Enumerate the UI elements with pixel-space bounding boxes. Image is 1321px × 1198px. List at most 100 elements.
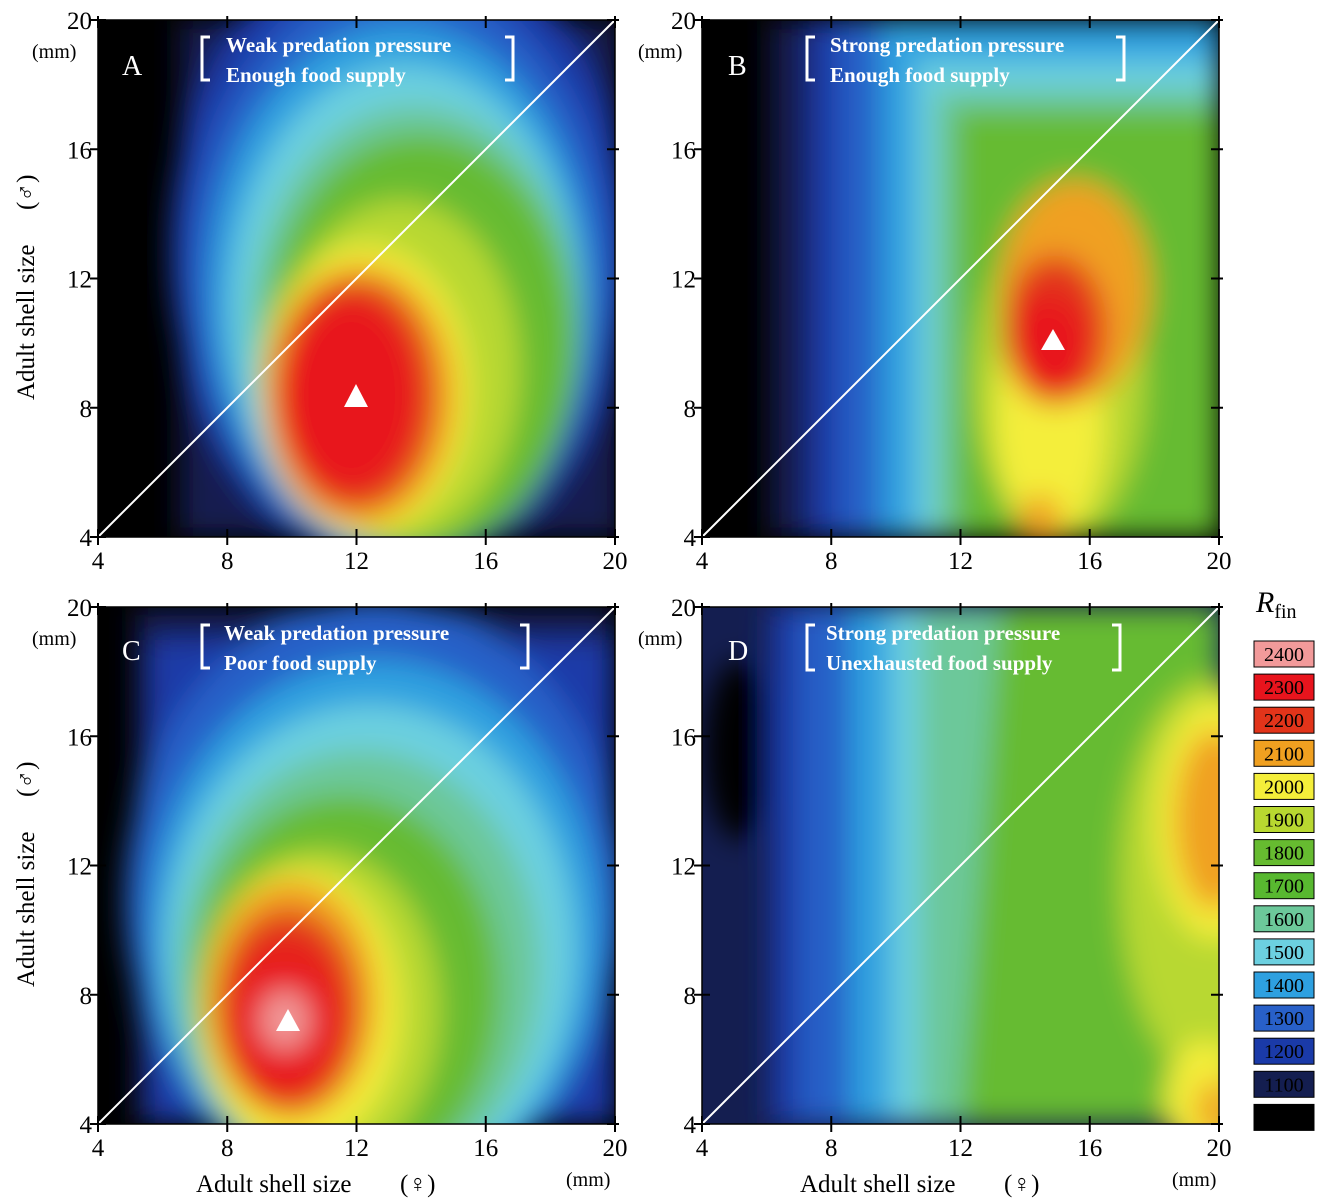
panel-a-annotation-line2: Enough food supply: [226, 63, 406, 87]
panel-b-bracket-left: [805, 35, 815, 82]
colorbar-swatch: [1253, 872, 1315, 900]
panel-d: D Strong predation pressure Unexhausted …: [701, 606, 1220, 1125]
panel-d-annotation-line2: Unexhausted food supply: [826, 651, 1053, 675]
panel-d-xtick-label: 12: [948, 1135, 973, 1162]
colorbar-swatch-label: 1000: [1264, 1107, 1304, 1129]
panel-c-bracket-left: [200, 623, 210, 670]
panel-c-xtick-label: 12: [344, 1135, 369, 1162]
panel-a-letter: A: [122, 51, 143, 82]
panel-a-ytick-label: 4: [80, 525, 93, 552]
colorbar-swatch: [1253, 739, 1315, 767]
panel-a-xtick-label: 12: [344, 548, 369, 575]
x-axis-title-left-symbol: (♀): [400, 1171, 435, 1198]
panel-b-xtick-label: 4: [696, 548, 709, 575]
colorbar-swatch-label: 2200: [1264, 710, 1304, 732]
colorbar-swatch: [1253, 640, 1315, 668]
panel-d-ytick-label: 8: [684, 983, 697, 1010]
panel-c-y-unit: (mm): [32, 628, 76, 650]
panel-c-ytick-label: 16: [67, 724, 92, 751]
x-axis-title-right-label: Adult shell size: [800, 1171, 956, 1198]
colorbar-swatch-label: 1900: [1264, 810, 1304, 832]
panel-d-bracket-left: [805, 623, 815, 672]
colorbar-swatch-label: 1300: [1264, 1008, 1304, 1030]
x-axis-title-right-symbol: (♀): [1004, 1171, 1039, 1198]
colorbar-swatch-label: 1100: [1264, 1074, 1303, 1096]
y-axis-title-bottom: Adult shell size (♂): [13, 762, 40, 987]
panel-c-ytick-label: 8: [80, 983, 93, 1010]
panel-a-optimum-marker: [344, 384, 368, 407]
panel-b-annotation-line2: Enough food supply: [830, 63, 1010, 87]
colorbar-swatch-label: 2400: [1264, 644, 1304, 666]
panel-a-bracket-left: [200, 35, 210, 82]
panel-b-xtick-label: 20: [1207, 548, 1232, 575]
colorbar-swatches: 2400 2300 2200 2100 2000 1900 1800 1700 1600 1500…: [1253, 640, 1315, 1131]
panel-a-ytick-label: 12: [67, 267, 92, 294]
colorbar-swatch-label: 1600: [1264, 909, 1304, 931]
panel-a-bracket-right: [505, 35, 515, 82]
colorbar-swatch: [1253, 706, 1315, 734]
panel-c-heatmap: [98, 607, 615, 1124]
panel-b-y-unit: (mm): [638, 41, 682, 63]
colorbar-swatch-label: 1400: [1264, 975, 1304, 997]
panel-b-ytick-label: 16: [671, 137, 696, 164]
panel-c-bracket-right: [520, 623, 530, 670]
panel-a-diagonal: [97, 19, 616, 538]
panel-a-xtick-label: 4: [92, 548, 105, 575]
colorbar-swatch: [1253, 1070, 1315, 1098]
y-axis-title-bottom-symbol: (♂): [13, 762, 40, 797]
colorbar-swatch: [1253, 905, 1315, 933]
panel-c-annotation-line2: Poor food supply: [224, 651, 377, 675]
panel-c-xtick-label: 8: [221, 1135, 234, 1162]
panel-c-annotation-line1: Weak predation pressure: [224, 621, 449, 645]
panel-c-optimum-marker: [276, 1009, 300, 1031]
panel-b-optimum-marker: [1041, 329, 1065, 350]
colorbar-swatch: [1253, 1004, 1315, 1032]
colorbar-swatch-label: 2300: [1264, 677, 1304, 699]
colorbar-swatch-label: 1500: [1264, 942, 1304, 964]
y-axis-title-top-symbol: (♂): [13, 175, 40, 210]
panel-d-letter: D: [728, 636, 748, 667]
panel-b-ytick-label: 4: [684, 525, 697, 552]
panel-c-ytick-label: 4: [80, 1112, 93, 1139]
colorbar-swatch-label: 2100: [1264, 743, 1304, 765]
panel-a-ytick-label: 16: [67, 137, 92, 164]
colorbar-swatch: [1253, 1037, 1315, 1065]
colorbar-title: Rfin: [1255, 586, 1297, 623]
panel-d-xtick-label: 8: [825, 1135, 838, 1162]
panel-d-ytick-label: 4: [684, 1112, 697, 1139]
colorbar-swatch: [1253, 673, 1315, 701]
panel-b: B Strong predation pressure Enough food …: [701, 19, 1220, 538]
panel-d-heatmap: [702, 607, 1219, 1124]
panel-a-heatmap: [98, 20, 615, 537]
panel-b-xtick-label: 12: [948, 548, 973, 575]
panel-c: C Weak predation pressure Poor food supp…: [97, 606, 616, 1125]
colorbar-swatch: [1253, 806, 1315, 833]
panel-d-xtick-label: 4: [696, 1135, 709, 1162]
panel-b-diagonal: [701, 19, 1220, 538]
panel-a-ytick-label: 8: [80, 396, 93, 423]
panel-b-xtick-label: 16: [1077, 548, 1102, 575]
y-axis-title-top: Adult shell size (♂): [13, 175, 40, 400]
panel-c-diagonal: [97, 606, 616, 1125]
panel-a-ytick-label: 20: [67, 8, 92, 35]
panel-c-xtick-label: 16: [473, 1135, 498, 1162]
colorbar-swatch-label: 1200: [1264, 1041, 1304, 1063]
panel-b-heatmap: [702, 20, 1219, 537]
x-axis-title-left-label: Adult shell size: [196, 1171, 352, 1198]
colorbar-swatch: [1253, 1103, 1315, 1131]
panel-c-x-unit: (mm): [566, 1169, 610, 1191]
colorbar-swatch-label: 1800: [1264, 843, 1304, 865]
panel-b-letter: B: [728, 51, 747, 82]
panel-c-xtick-label: 20: [603, 1135, 628, 1162]
colorbar-swatch-label: 1700: [1264, 876, 1304, 898]
colorbar-swatch-label: 2000: [1264, 776, 1304, 798]
panel-d-annotation-line1: Strong predation pressure: [826, 621, 1060, 645]
panel-a: A Weak predation pressure Enough food su…: [97, 19, 616, 538]
panel-c-ytick-label: 20: [67, 595, 92, 622]
panel-c-xtick-label: 4: [92, 1135, 105, 1162]
panel-c-ytick-label: 12: [67, 854, 92, 881]
panel-d-ytick-label: 12: [671, 854, 696, 881]
colorbar-swatch: [1253, 938, 1315, 966]
panel-d-diagonal: [701, 606, 1220, 1125]
